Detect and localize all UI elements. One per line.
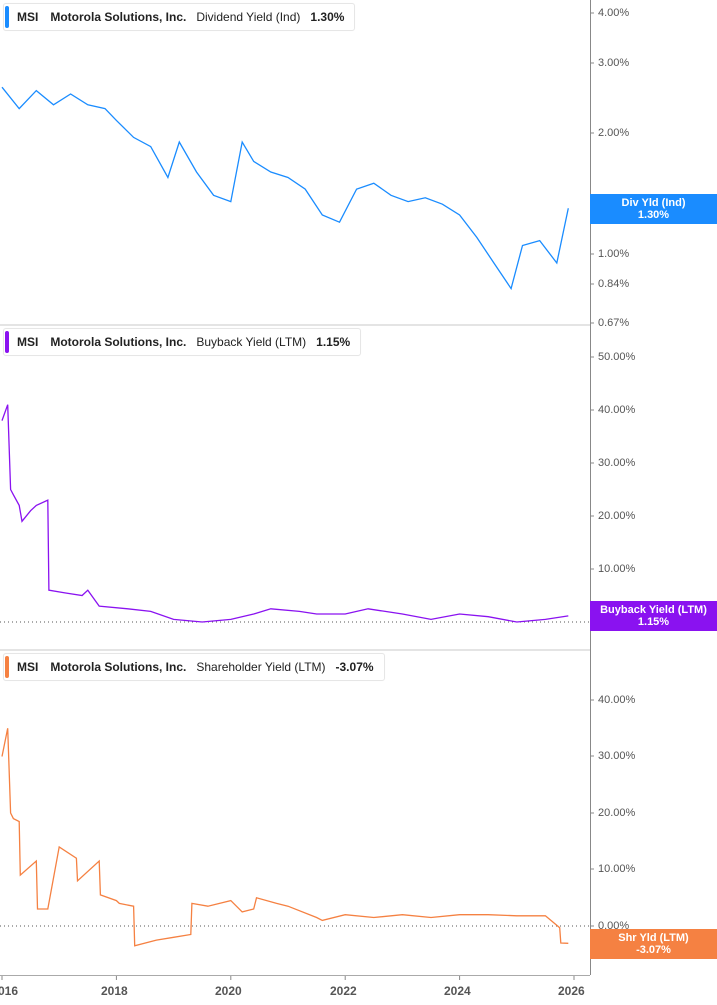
y-tick-label: 10.00% [598, 563, 636, 575]
y-tick-label: 4.00% [598, 7, 630, 19]
y-tick-label: 2.00% [598, 127, 630, 139]
legend-value: -3.07% [335, 660, 374, 674]
series-color-swatch [5, 6, 9, 28]
current-value-flag-buyback: Buyback Yield (LTM) 1.15% [590, 601, 717, 631]
legend-buyback-yield: MSI Motorola Solutions, Inc. Buyback Yie… [3, 328, 362, 356]
x-tick-label: 2022 [330, 984, 357, 998]
y-tick-label: 20.00% [598, 807, 636, 819]
y-tick-label: 20.00% [598, 510, 636, 522]
dividend-yield-line [1, 86, 569, 291]
legend-value: 1.15% [316, 335, 351, 349]
legend-metric: Dividend Yield (Ind) [196, 10, 301, 24]
legend-metric: Buyback Yield (LTM) [196, 335, 307, 349]
y-tick-label: 10.00% [598, 863, 636, 875]
x-tick-label: 2018 [101, 984, 128, 998]
flag-value: 1.30% [637, 209, 670, 221]
x-tick-label: 016 [0, 984, 19, 998]
legend-company: Motorola Solutions, Inc. [50, 660, 187, 674]
legend-shareholder-yield: MSI Motorola Solutions, Inc. Shareholder… [3, 653, 385, 681]
y-tick-label: 50.00% [598, 351, 636, 363]
buyback-yield-line [1, 404, 569, 623]
flag-value: -3.07% [636, 944, 671, 956]
y-tick-label: 3.00% [598, 57, 630, 69]
legend-metric: Shareholder Yield (LTM) [196, 660, 326, 674]
y-tick-label: 30.00% [598, 457, 636, 469]
flag-label: Shr Yld (LTM) [618, 932, 689, 944]
legend-company: Motorola Solutions, Inc. [50, 10, 187, 24]
y-tick-label: 0.84% [598, 278, 630, 290]
x-tick-label: 2026 [558, 984, 585, 998]
x-tick-label: 2024 [444, 984, 471, 998]
y-tick-label: 1.00% [598, 248, 630, 260]
y-tick-label: 30.00% [598, 750, 636, 762]
x-tick-label: 2020 [215, 984, 242, 998]
current-value-flag-shareholder: Shr Yld (LTM) -3.07% [590, 929, 717, 959]
legend-ticker: MSI [17, 335, 39, 349]
current-value-flag-dividend: Div Yld (Ind) 1.30% [590, 194, 717, 224]
legend-ticker: MSI [17, 660, 39, 674]
flag-label: Div Yld (Ind) [621, 197, 686, 209]
legend-company: Motorola Solutions, Inc. [50, 335, 187, 349]
series-color-swatch [5, 331, 9, 353]
x-tick-marks [1, 976, 575, 980]
legend-value: 1.30% [310, 10, 345, 24]
y-tick-label: 40.00% [598, 404, 636, 416]
y-tick-marks [591, 12, 594, 927]
legend-dividend-yield: MSI Motorola Solutions, Inc. Dividend Yi… [3, 3, 356, 31]
flag-value: 1.15% [637, 616, 670, 628]
shareholder-yield-line [1, 728, 569, 947]
series-color-swatch [5, 656, 9, 678]
legend-ticker: MSI [17, 10, 39, 24]
flag-label: Buyback Yield (LTM) [600, 604, 707, 616]
y-tick-label: 40.00% [598, 694, 636, 706]
y-tick-label: 0.67% [598, 317, 630, 329]
